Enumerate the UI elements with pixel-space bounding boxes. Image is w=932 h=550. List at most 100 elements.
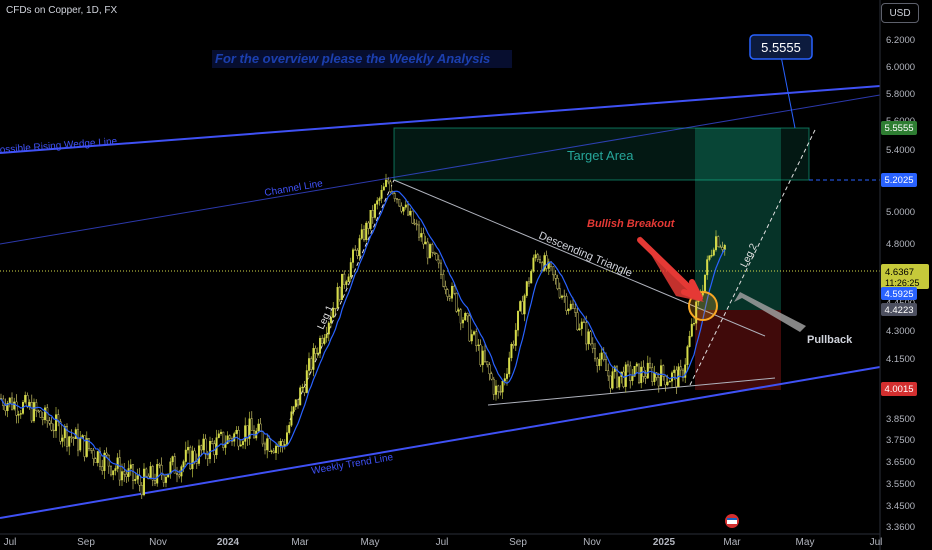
candle-body: [708, 255, 711, 260]
x-tick-label: May: [796, 537, 815, 548]
candle-body: [261, 431, 264, 445]
candle-body: [545, 255, 548, 269]
candle-body: [186, 447, 189, 451]
candle-body: [142, 468, 145, 496]
descending-triangle-upper[interactable]: [393, 179, 766, 337]
candle-body: [690, 323, 693, 337]
flag-icon[interactable]: [725, 514, 739, 528]
candle-body: [338, 287, 341, 300]
candle-body: [259, 423, 262, 432]
candle-body: [156, 464, 159, 484]
candle-body: [316, 353, 319, 355]
candle-body: [48, 420, 51, 424]
candle-body: [369, 210, 372, 229]
candle-body: [431, 244, 434, 253]
candle-body: [151, 466, 154, 481]
candle-body: [327, 322, 330, 335]
leg1-line: [289, 179, 395, 421]
candle-body: [65, 426, 68, 447]
candle-body: [437, 259, 440, 264]
candle-body: [398, 199, 401, 207]
y-tick-label: 4.8000: [886, 239, 915, 250]
candle-body: [268, 438, 271, 452]
y-tick-label: 5.8000: [886, 89, 915, 100]
price-label-target: 5.5555: [881, 121, 917, 135]
candle-body: [59, 421, 62, 442]
candle-body: [561, 295, 564, 298]
candle-body: [426, 241, 429, 259]
candle-body: [279, 441, 282, 446]
candle-body: [109, 465, 112, 476]
candle-body: [217, 433, 220, 438]
channel-line[interactable]: [0, 94, 881, 245]
candle-body: [688, 336, 691, 347]
weekly-trend-line[interactable]: [0, 366, 881, 519]
descending-triangle-lower[interactable]: [487, 377, 776, 406]
svg-text:4.0015: 4.0015: [884, 384, 913, 395]
x-tick-label: 2025: [653, 537, 676, 548]
candle-body: [241, 441, 244, 446]
candle-body: [413, 222, 416, 225]
candle-body: [270, 450, 273, 452]
candle-body: [349, 262, 352, 278]
candle-body: [200, 445, 203, 451]
candle-body: [583, 321, 586, 323]
y-tick-label: 3.5500: [886, 479, 915, 490]
x-tick-label: Jul: [436, 537, 449, 548]
target-area-box: [393, 127, 810, 181]
candle-body: [468, 315, 471, 342]
candle-body: [387, 179, 390, 183]
candle-body: [305, 370, 308, 393]
candle-body: [517, 310, 520, 331]
candle-body: [303, 386, 306, 393]
candle-body: [101, 466, 104, 471]
y-tick-label: 4.1500: [886, 354, 915, 365]
rising-wedge-line[interactable]: [0, 85, 881, 154]
candle-body: [123, 471, 126, 475]
candle-body: [257, 423, 260, 432]
candle-body: [360, 229, 363, 239]
candle-body: [211, 441, 214, 444]
candle-body: [310, 358, 313, 370]
candle-body: [521, 301, 524, 315]
candle-body: [189, 447, 192, 470]
svg-text:4.6367: 4.6367: [885, 267, 914, 278]
candle-body: [558, 288, 561, 298]
candle-body: [79, 438, 82, 451]
y-tick-label: 6.0000: [886, 62, 915, 73]
currency-button[interactable]: USD: [881, 3, 919, 23]
candle-body: [673, 369, 676, 373]
candle-body: [433, 252, 436, 254]
svg-text:4.4223: 4.4223: [884, 305, 913, 316]
x-axis[interactable]: Jul Sep Nov 2024 Mar May Jul Sep Nov 2025 Mar May Ju…: [4, 537, 883, 548]
candle-body: [723, 245, 726, 250]
candle-body: [334, 307, 337, 310]
candle-body: [182, 461, 185, 467]
candle-body: [587, 331, 590, 345]
x-tick-label: Nov: [583, 537, 601, 548]
y-tick-label: 3.6500: [886, 457, 915, 468]
candle-body: [17, 414, 20, 416]
candle-body: [664, 375, 667, 386]
candle-body: [129, 464, 132, 469]
candle-body: [499, 391, 502, 393]
candle-body: [164, 476, 167, 483]
candle-body: [409, 210, 412, 216]
candle-body: [508, 357, 511, 375]
candle-body: [83, 435, 86, 457]
target-callout-line: [780, 55, 796, 129]
candle-body: [611, 371, 614, 389]
stop-zone: [695, 310, 781, 390]
target-area-label: Target Area: [567, 148, 634, 163]
candle-body: [138, 475, 141, 486]
candle-body: [600, 352, 603, 360]
candle-body: [184, 449, 187, 462]
candle-body: [459, 309, 462, 324]
candle-body: [481, 350, 484, 366]
candle-body: [272, 450, 275, 454]
symbol-title: CFDs on Copper, 1D, FX: [6, 5, 118, 16]
candle-body: [400, 205, 403, 212]
candle-body: [365, 222, 368, 241]
candle-body: [721, 247, 724, 250]
